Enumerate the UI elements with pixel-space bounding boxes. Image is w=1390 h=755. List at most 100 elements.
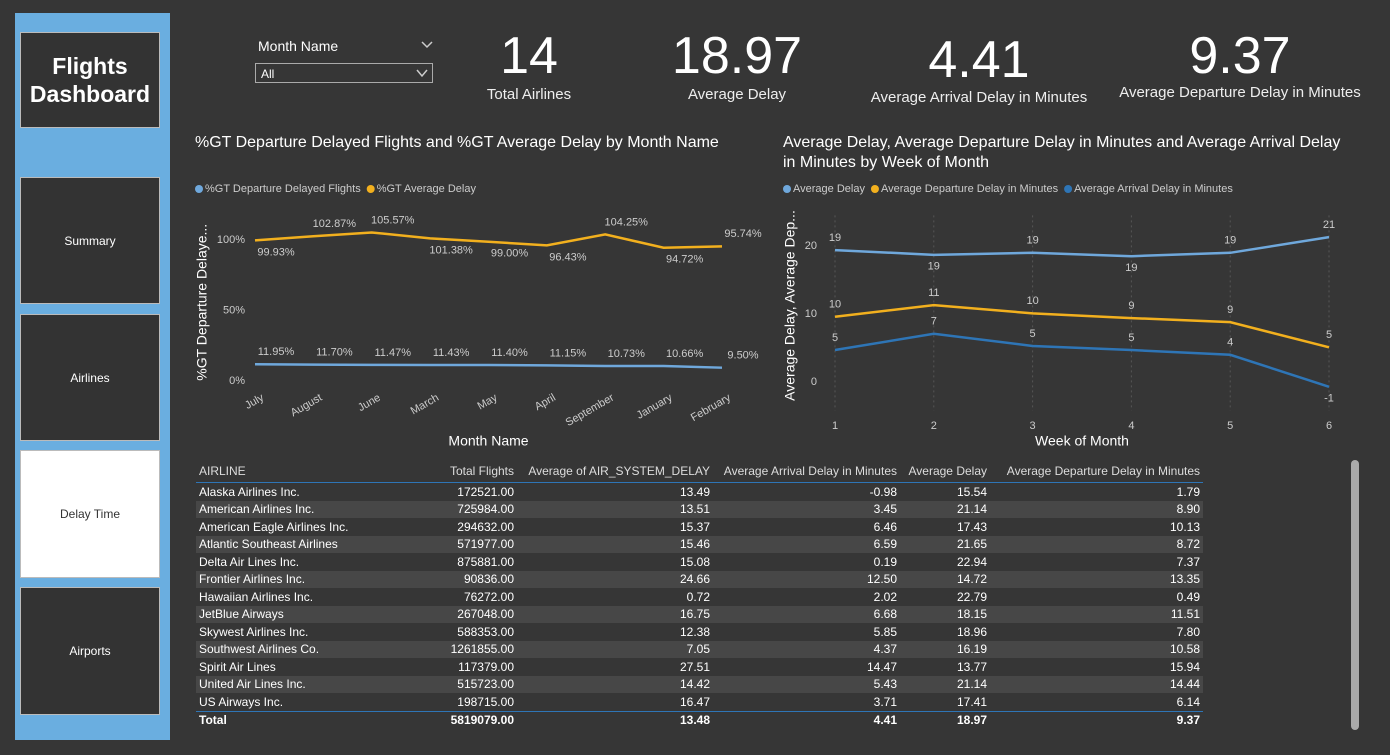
table-cell: Average Delay [900, 460, 990, 483]
table-cell: 27.51 [679, 659, 710, 674]
data-table: AIRLINE Total Flights Average of AIR_SYSTE… [196, 460, 1203, 729]
table-cell: 7.05 [686, 642, 710, 657]
table-cell: 18.15 [956, 607, 987, 622]
sidebar: Flights Dashboard Summary Airlines Delay… [15, 13, 170, 740]
data-label: 19 [1026, 235, 1038, 247]
kpi-label: Average Delay [687, 86, 787, 103]
kpi-label: Average Arrival Delay in Minutes [870, 89, 1088, 106]
table-cell: 15.08 [679, 554, 710, 569]
table-cell: 4.37 [873, 642, 897, 657]
table-cell: American Eagle Airlines Inc. [199, 519, 349, 534]
x-axis-label: Month Name [448, 433, 528, 449]
nav-button[interactable]: Airports [20, 587, 160, 715]
table-cell: 6.14 [1176, 694, 1200, 709]
x-axis-label: Week of Month [1035, 433, 1129, 449]
table-cell: 725984.00 [457, 502, 514, 517]
table-cell: 15.37 [679, 519, 710, 534]
legend-marker [870, 185, 879, 193]
table-row: Alaska Airlines Inc. 172521.00 13.49 -0.98 1… [196, 483, 1203, 501]
table-cell: 588353.00 [457, 624, 514, 639]
table-cell: 17.41 [956, 694, 987, 709]
data-label: 11 [928, 287, 939, 299]
x-tick-label: September [564, 392, 617, 429]
data-label: 101.38% [429, 244, 473, 256]
chart-title: Average Delay, Average Departure Delay i… [783, 134, 1340, 171]
table-cell: 1261855.00 [450, 642, 514, 657]
table-cell: 9.37 [990, 710, 1203, 729]
nav-button[interactable]: Delay Time [20, 450, 160, 578]
table-row: US Airways Inc. 198715.00 16.47 3.71 17.41 6.… [196, 693, 1203, 711]
kpi-label: Average Departure Delay in Minutes [1119, 84, 1361, 101]
data-label: 21 [1323, 219, 1335, 231]
table-cell: 14.47 [866, 659, 897, 674]
table-cell: 15.46 [679, 537, 710, 552]
table-cell: Skywest Airlines Inc. [199, 624, 309, 639]
nav-button[interactable]: Summary [20, 177, 160, 304]
x-tick-label: 2 [931, 420, 937, 432]
table-cell: 571977.00 [457, 537, 514, 552]
y-tick-label: 0 [811, 376, 817, 388]
filter-dropdown[interactable]: All [255, 63, 433, 83]
data-label: 11.95% [258, 346, 295, 358]
data-label: 11.47% [375, 347, 412, 359]
table-cell: 21.14 [956, 677, 987, 692]
charts: %GT Departure Delayed Flights and %GT Av… [194, 134, 1341, 449]
data-label: 5 [1326, 329, 1332, 341]
data-label: 7 [931, 316, 937, 328]
nav-button[interactable]: Airlines [20, 314, 160, 441]
table-cell: 1.79 [1176, 484, 1200, 499]
table-cell: 10.58 [1169, 642, 1200, 657]
series-line [834, 235, 1330, 258]
table-cell: 6.46 [873, 519, 897, 534]
legend-marker [366, 185, 375, 193]
data-label: 95.74% [724, 228, 762, 240]
table-cell: 6.59 [873, 537, 897, 552]
data-label: 19 [1125, 262, 1137, 274]
table-cell: AIRLINE [196, 460, 445, 483]
data-label: 9 [1227, 304, 1233, 316]
scrollbar[interactable] [1351, 460, 1359, 730]
table-row: Atlantic Southeast Airlines 571977.00 15.4… [196, 535, 1203, 553]
data-label: 9.50% [727, 350, 758, 362]
table-cell: Total [196, 710, 445, 729]
filter-value: All [261, 67, 275, 81]
legend-label: %GT Departure Delayed Flights [205, 183, 361, 195]
data-label: -1 [1324, 393, 1334, 405]
x-tick-label: 1 [832, 420, 838, 432]
data-label: 19 [928, 261, 940, 273]
table-cell: 0.49 [1176, 589, 1200, 604]
table-cell: 14.72 [956, 572, 987, 587]
x-tick-label: 4 [1128, 420, 1134, 432]
series-line [834, 303, 1330, 349]
data-label: 10 [1026, 295, 1038, 307]
table-cell: 8.90 [1176, 502, 1200, 517]
data-label: 105.57% [371, 214, 415, 226]
table-cell: Southwest Airlines Co. [199, 642, 320, 657]
table-cell: Alaska Airlines Inc. [199, 484, 300, 499]
table-cell: 16.47 [679, 694, 710, 709]
table-cell: 0.19 [873, 554, 897, 569]
table-cell: 76272.00 [463, 589, 514, 604]
table-cell: 117379.00 [458, 659, 514, 674]
table-cell: 13.51 [679, 502, 710, 517]
table-cell: 5.85 [873, 624, 897, 639]
x-tick-label: January [635, 391, 675, 421]
table-cell: 90836.00 [463, 572, 514, 587]
data-label: 10.66% [666, 348, 704, 360]
table-cell: 4.41 [713, 710, 900, 729]
table-cell: American Airlines Inc. [199, 502, 315, 517]
data-label: 5 [832, 332, 838, 344]
data-label: 10 [829, 299, 841, 311]
table-cell: 16.19 [956, 642, 987, 657]
table-cell: 13.35 [1169, 572, 1200, 587]
table-cell: United Air Lines Inc. [199, 677, 306, 692]
table-cell: 18.96 [956, 624, 987, 639]
table-cell: 7.37 [1176, 554, 1200, 569]
table-cell: 515723.00 [457, 677, 514, 692]
data-label: 96.43% [549, 251, 587, 263]
table-cell: 5819079.00 [445, 710, 517, 729]
collapse-icon[interactable] [420, 40, 434, 50]
table-cell: Average Arrival Delay in Minutes [713, 460, 900, 483]
legend-marker [1064, 185, 1073, 193]
data-label: 9 [1128, 300, 1134, 312]
